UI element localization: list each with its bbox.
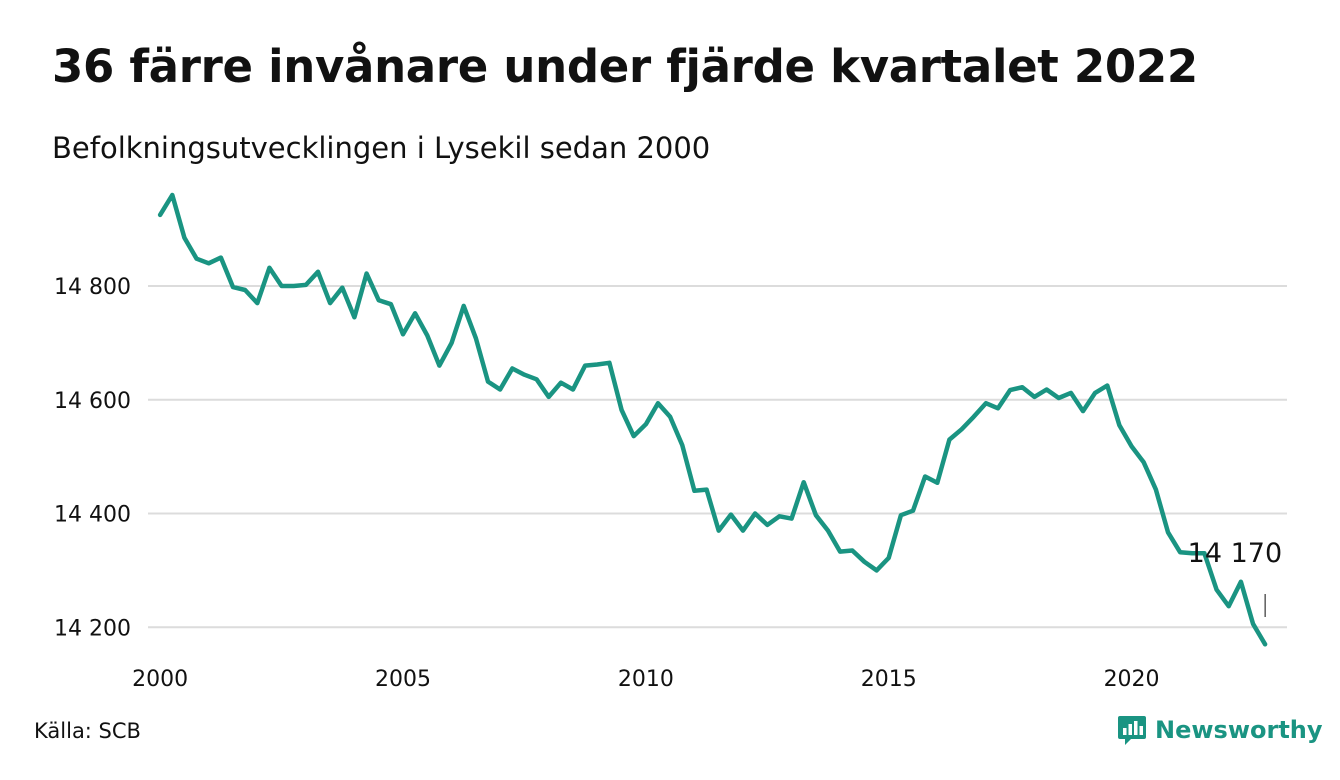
y-tick-label: 14 600: [54, 389, 131, 414]
brand-name: Newsworthy: [1155, 716, 1323, 744]
x-tick-label: 2015: [861, 667, 917, 692]
x-tick-label: 2020: [1104, 667, 1160, 692]
x-tick-label: 2010: [618, 667, 674, 692]
x-tick-label: 2005: [375, 667, 431, 692]
y-tick-label: 14 200: [54, 616, 131, 641]
line-chart: 14 200 14 400 14 600 14 800 2000 2005 2010 201…: [54, 192, 1287, 692]
brand-logo: Newsworthy: [1117, 712, 1323, 748]
chart-title: 36 färre invånare under fjärde kvartalet…: [52, 40, 1198, 93]
y-tick-label: 14 800: [54, 275, 131, 300]
source-note: Källa: SCB: [34, 719, 141, 743]
x-tick-label: 2000: [132, 667, 188, 692]
newsworthy-logo-icon: [1118, 716, 1146, 745]
y-tick-label: 14 400: [54, 503, 131, 528]
chart-subtitle: Befolkningsutvecklingen i Lysekil sedan …: [52, 131, 711, 165]
annotation-label: 14 170: [1188, 538, 1282, 569]
annotation: 14 170: [1188, 538, 1282, 617]
data-series: [157, 192, 1268, 647]
gridlines: [148, 285, 1287, 629]
x-axis-tick-labels: 2000 2005 2010 2015 2020: [132, 667, 1159, 692]
y-axis-tick-labels: 14 200 14 400 14 600 14 800: [54, 275, 131, 641]
population-line: [157, 192, 1268, 647]
